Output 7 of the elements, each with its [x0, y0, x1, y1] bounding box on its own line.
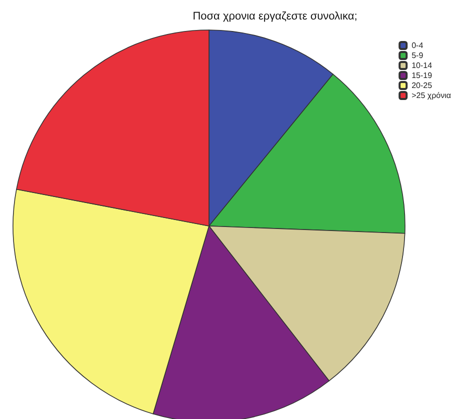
legend-label: >25 χρόνια [412, 91, 452, 100]
legend-label: 15-19 [412, 71, 433, 80]
legend-label: 0-4 [412, 41, 424, 50]
legend-label: 5-9 [412, 51, 424, 60]
legend-label: 20-25 [412, 81, 433, 90]
legend-label: 10-14 [412, 61, 433, 70]
chart-title: Ποσα χρονια εργαζεστε συνολικα; [192, 10, 358, 22]
